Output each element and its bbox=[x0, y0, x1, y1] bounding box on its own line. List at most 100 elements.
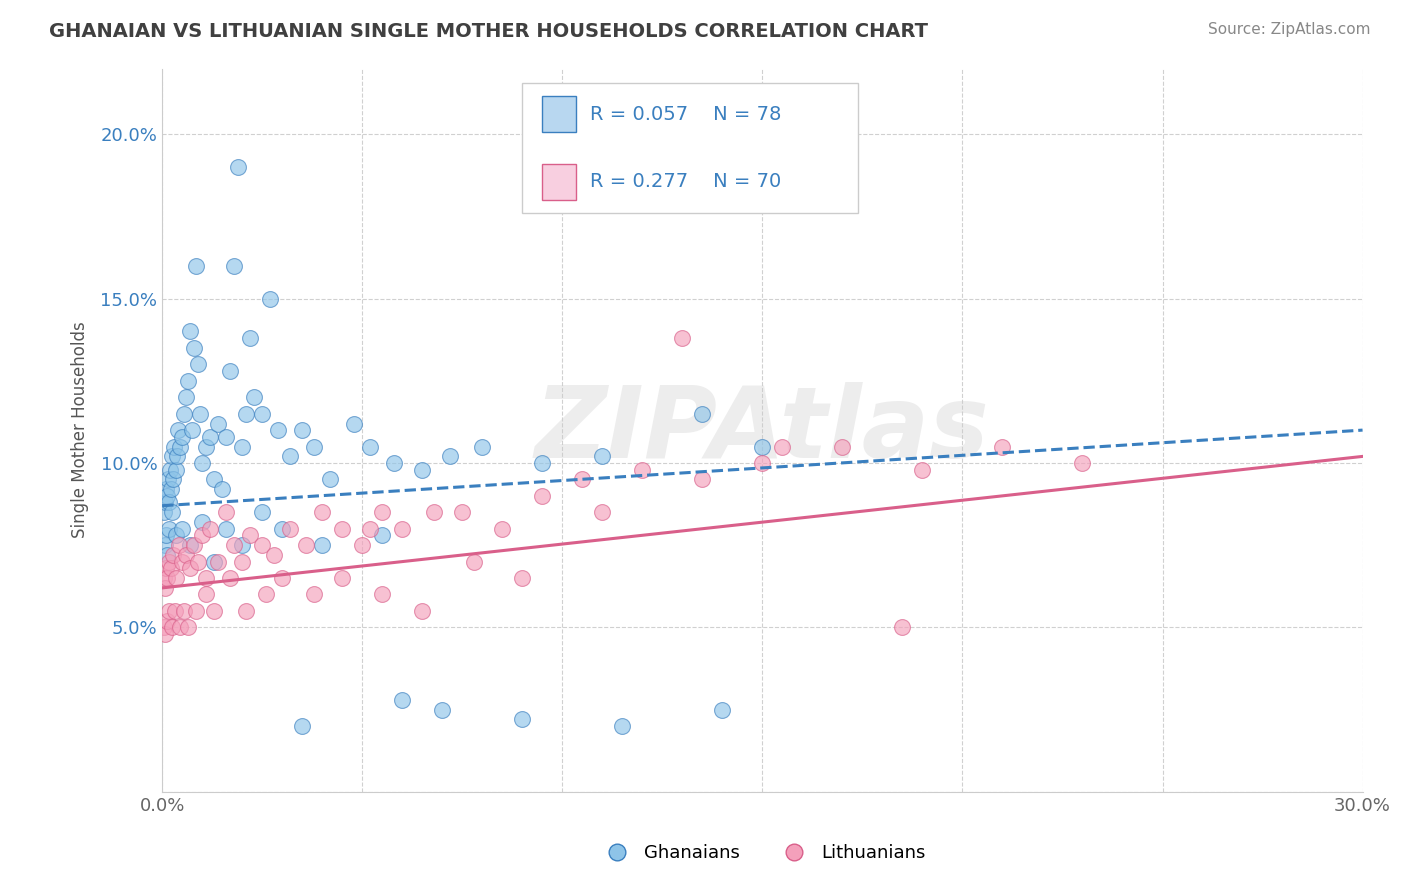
Point bbox=[439, 450, 461, 464]
Point bbox=[278, 450, 301, 464]
Point bbox=[174, 548, 197, 562]
Point bbox=[571, 472, 593, 486]
Point bbox=[491, 522, 513, 536]
Point bbox=[165, 571, 187, 585]
Point bbox=[186, 604, 208, 618]
Point bbox=[510, 712, 533, 726]
Point bbox=[155, 528, 177, 542]
Point bbox=[162, 548, 184, 562]
Point bbox=[162, 472, 184, 486]
Point bbox=[291, 423, 314, 437]
Point bbox=[267, 423, 290, 437]
Point bbox=[471, 440, 494, 454]
Point bbox=[692, 472, 714, 486]
Point bbox=[991, 440, 1014, 454]
Point bbox=[153, 571, 176, 585]
Point bbox=[391, 692, 413, 706]
Point bbox=[187, 555, 209, 569]
Point bbox=[160, 483, 183, 497]
Point bbox=[159, 462, 181, 476]
Point bbox=[263, 548, 285, 562]
Point bbox=[169, 620, 191, 634]
Point bbox=[271, 571, 294, 585]
Point bbox=[155, 483, 177, 497]
Point bbox=[195, 571, 218, 585]
Point bbox=[200, 522, 222, 536]
Point bbox=[319, 472, 342, 486]
Point bbox=[359, 522, 381, 536]
Point bbox=[167, 538, 190, 552]
Point bbox=[295, 538, 318, 552]
Point bbox=[311, 505, 333, 519]
Point bbox=[591, 505, 613, 519]
Point bbox=[304, 587, 326, 601]
Point bbox=[174, 390, 197, 404]
Point bbox=[239, 528, 262, 542]
Point bbox=[188, 407, 211, 421]
Point bbox=[226, 160, 249, 174]
Point bbox=[156, 489, 179, 503]
Point bbox=[169, 440, 191, 454]
Text: ZIPAtlas: ZIPAtlas bbox=[536, 382, 990, 479]
Y-axis label: Single Mother Households: Single Mother Households bbox=[72, 322, 89, 539]
Point bbox=[311, 538, 333, 552]
Point bbox=[160, 505, 183, 519]
Point bbox=[411, 604, 433, 618]
Point bbox=[157, 495, 180, 509]
Point bbox=[153, 581, 176, 595]
Text: GHANAIAN VS LITHUANIAN SINGLE MOTHER HOUSEHOLDS CORRELATION CHART: GHANAIAN VS LITHUANIAN SINGLE MOTHER HOU… bbox=[49, 22, 928, 41]
Point bbox=[160, 620, 183, 634]
Point bbox=[195, 440, 218, 454]
Point bbox=[224, 538, 246, 552]
Point bbox=[271, 522, 294, 536]
Point bbox=[155, 495, 177, 509]
Point bbox=[156, 614, 179, 628]
Point bbox=[391, 522, 413, 536]
Point bbox=[304, 440, 326, 454]
Point bbox=[163, 604, 186, 618]
Point bbox=[160, 561, 183, 575]
Point bbox=[153, 505, 176, 519]
Point bbox=[278, 522, 301, 536]
Point bbox=[183, 538, 205, 552]
Point bbox=[591, 450, 613, 464]
Point bbox=[451, 505, 474, 519]
Point bbox=[211, 483, 233, 497]
Point bbox=[330, 571, 353, 585]
Legend: Ghanaians, Lithuanians: Ghanaians, Lithuanians bbox=[592, 837, 934, 870]
Point bbox=[215, 430, 238, 444]
Point bbox=[200, 430, 222, 444]
Point bbox=[177, 374, 200, 388]
Point bbox=[631, 462, 654, 476]
Point bbox=[224, 259, 246, 273]
Point bbox=[231, 555, 253, 569]
Point bbox=[911, 462, 934, 476]
Point bbox=[207, 555, 229, 569]
Point bbox=[252, 538, 274, 552]
Point bbox=[181, 423, 204, 437]
Point bbox=[165, 462, 187, 476]
Point bbox=[231, 440, 253, 454]
Point bbox=[187, 357, 209, 371]
Point bbox=[219, 571, 242, 585]
Point bbox=[157, 522, 180, 536]
Point bbox=[160, 450, 183, 464]
Point bbox=[215, 522, 238, 536]
Point bbox=[183, 341, 205, 355]
Point bbox=[166, 450, 188, 464]
Point bbox=[531, 456, 554, 470]
Point bbox=[195, 587, 218, 601]
Point bbox=[371, 587, 394, 601]
Point bbox=[252, 407, 274, 421]
Point bbox=[179, 538, 201, 552]
Point bbox=[531, 489, 554, 503]
Point bbox=[153, 620, 176, 634]
Text: R = 0.057    N = 78: R = 0.057 N = 78 bbox=[589, 104, 780, 124]
Point bbox=[692, 407, 714, 421]
Point bbox=[243, 390, 266, 404]
Point bbox=[751, 456, 773, 470]
Point bbox=[371, 528, 394, 542]
Point bbox=[463, 555, 485, 569]
Point bbox=[231, 538, 253, 552]
Point bbox=[172, 555, 194, 569]
